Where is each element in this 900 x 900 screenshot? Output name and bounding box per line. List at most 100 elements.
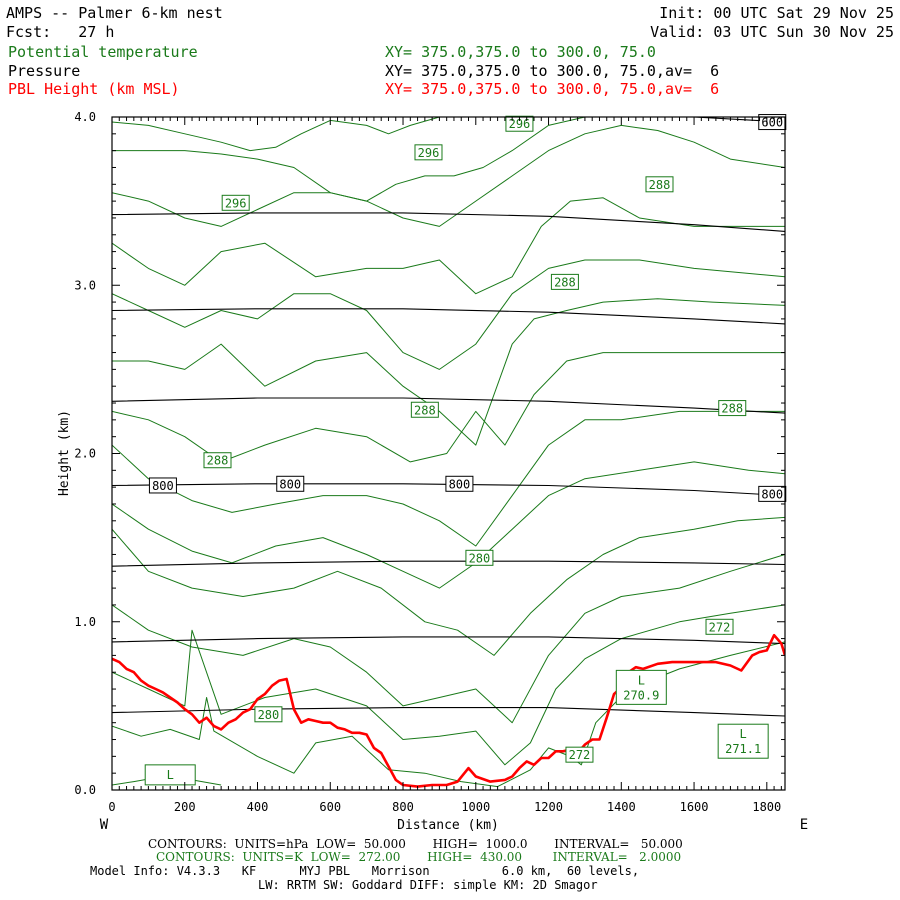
pbl-height-line (112, 633, 785, 788)
low-center-box (144, 764, 196, 786)
theta-label: 280 (469, 551, 491, 565)
theta-contour-274 (112, 604, 785, 766)
x-tick-label: 200 (174, 800, 196, 814)
theta-label-box (221, 194, 250, 211)
x-tick-label: 1600 (680, 800, 709, 814)
theta-contour-292 (112, 124, 785, 227)
theta-label-box (414, 144, 443, 161)
y-tick-label: 0.0 (74, 783, 96, 797)
low-center-box (615, 669, 667, 705)
axes: 0.0 1.0 2.0 3.0 4.0 0 200 400 600 800 1000 1200 1400… (74, 110, 785, 814)
pressure-contours (112, 117, 785, 717)
theta-contour-290 (112, 197, 785, 295)
isobar-line (682, 117, 785, 123)
x-tick-label: 1800 (752, 800, 781, 814)
low-center-letter: L (167, 768, 174, 782)
east-label: E (800, 817, 808, 833)
chart-title: AMPS -- Palmer 6-km nest (6, 4, 223, 22)
theta-contour-278 (112, 516, 785, 656)
y-tick-label: 2.0 (74, 447, 96, 461)
theta-label-box (550, 273, 579, 290)
pressure-label: 800 (449, 477, 471, 491)
footer-physics-info: LW: RRTM SW: Goddard DIFF: simple KM: 2D… (258, 878, 598, 892)
theta-label: 296 (418, 146, 440, 160)
low-center-letter: L (740, 727, 747, 741)
isobar-line (112, 308, 785, 325)
field-label-pressure: Pressure (8, 62, 81, 80)
x-tick-label: 1200 (534, 800, 563, 814)
theta-label: 288 (414, 403, 436, 417)
isobar-line (112, 397, 785, 414)
theta-label-box (505, 115, 534, 132)
pressure-label-box (276, 475, 305, 492)
theta-label-box (718, 400, 747, 417)
theta-label-box (645, 176, 674, 193)
footer-pressure-contours: CONTOURS: UNITS=hPa LOW= 50.000 HIGH= 10… (148, 837, 683, 851)
forecast-hour: Fcst: 27 h (6, 23, 115, 41)
field-xy-pressure: XY= 375.0,375.0 to 300.0, 75.0,av= 6 (385, 62, 720, 80)
pressure-label: 800 (761, 487, 783, 501)
isobar-line (112, 483, 785, 497)
theta-label: 272 (569, 748, 591, 762)
pressure-label-box (148, 477, 177, 494)
isobar-line (112, 707, 785, 717)
theta-label: 296 (509, 117, 531, 131)
y-tick-label: 3.0 (74, 278, 96, 292)
contour-labels: 800 800 800 800 600 296 296 296 288 288 288 288 288 2… (144, 114, 787, 786)
theta-label: 288 (721, 402, 743, 416)
theta-label-box (465, 549, 494, 566)
y-tick-label: 4.0 (74, 110, 96, 124)
theta-contour-286 (112, 298, 785, 446)
theta-label: 288 (649, 178, 671, 192)
theta-label-box (203, 452, 232, 469)
theta-contour-272 (112, 641, 785, 788)
theta-contour-288 (112, 259, 785, 370)
y-axis-label: Height (km) (57, 410, 72, 496)
field-xy-pbl: XY= 375.0,375.0 to 300.0, 75.0,av= 6 (385, 80, 720, 98)
theta-label: 272 (709, 620, 731, 634)
theta-label-box (410, 401, 439, 418)
theta-contour-280 (112, 461, 785, 589)
low-center-letter: L (638, 673, 645, 687)
isobar-line (112, 560, 785, 567)
init-time: Init: 00 UTC Sat 29 Nov 25 (659, 4, 894, 22)
theta-label: 296 (225, 196, 247, 210)
low-center-box (717, 723, 769, 759)
theta-label: 288 (207, 454, 229, 468)
pressure-label-box (445, 475, 474, 492)
isobar-line (112, 212, 785, 232)
y-tick-label: 1.0 (74, 615, 96, 629)
west-label: W (100, 817, 109, 833)
theta-contour-294 (112, 117, 622, 202)
low-center-value: 270.9 (623, 688, 659, 702)
x-tick-label: 400 (247, 800, 269, 814)
pressure-label: 800 (152, 479, 174, 493)
pressure-label-box (758, 114, 787, 131)
x-tick-label: 800 (392, 800, 414, 814)
valid-time: Valid: 03 UTC Sun 30 Nov 25 (650, 23, 894, 41)
field-label-theta: Potential temperature (8, 43, 198, 61)
theta-label-box (705, 618, 734, 635)
theta-label-box (565, 746, 594, 763)
footer-theta-contours: CONTOURS: UNITS=K LOW= 272.00 HIGH= 430.… (156, 850, 682, 864)
x-tick-label: 0 (108, 800, 115, 814)
pressure-label: 800 (279, 477, 301, 491)
low-center-value: 271.1 (725, 742, 761, 756)
theta-label: 280 (258, 708, 280, 722)
theta-label: 288 (554, 275, 576, 289)
field-xy-theta: XY= 375.0,375.0 to 300.0, 75.0 (385, 43, 656, 61)
field-label-pbl: PBL Height (km MSL) (8, 80, 180, 98)
x-tick-label: 600 (319, 800, 341, 814)
x-tick-label: 1000 (461, 800, 490, 814)
theta-contour-276 (112, 554, 785, 724)
pressure-label: 600 (761, 116, 783, 130)
theta-contour-296 (112, 117, 440, 152)
isobar-line (112, 636, 785, 645)
theta-contour-282 (112, 410, 785, 547)
x-tick-label: 1400 (607, 800, 636, 814)
x-axis-label: Distance (km) (397, 818, 499, 833)
pbl-height-series (112, 633, 785, 788)
theta-label-box (254, 706, 283, 723)
theta-contours (112, 117, 785, 788)
